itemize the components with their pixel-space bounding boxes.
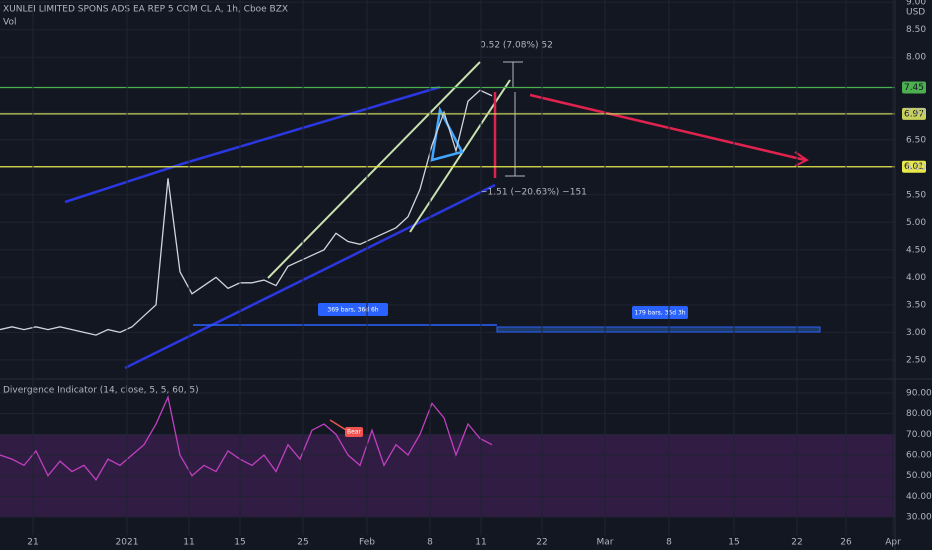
price-tick-label: 2.50 <box>906 355 926 365</box>
date-label: 22 <box>536 538 547 548</box>
indicator-title: Divergence Indicator (14, close, 5, 5, 6… <box>3 386 199 396</box>
price-tick-label: 30.00 <box>906 513 932 523</box>
price-tick-label: 40.00 <box>906 492 932 502</box>
date-range <box>496 326 821 333</box>
plot: 7.45 6.97 6.01 <box>0 81 926 481</box>
price-tick-label: 8.00 <box>906 53 926 63</box>
date-label: 21 <box>27 538 38 548</box>
range-label-box <box>318 303 388 316</box>
price-tick-label: 60.00 <box>906 451 932 461</box>
level-badge <box>902 81 926 94</box>
range-label-box <box>632 306 688 319</box>
grid <box>0 1 895 518</box>
signal-box <box>345 427 363 437</box>
price-tick-label: 3.50 <box>906 300 926 310</box>
arrow-head <box>794 151 809 167</box>
drawings <box>64 61 821 437</box>
level-badge <box>902 107 926 120</box>
divergence-line <box>329 419 347 431</box>
trend-line <box>124 183 496 370</box>
price-tick-label: 50.00 <box>906 471 932 481</box>
date-label: 25 <box>297 538 308 548</box>
date-label: Apr <box>885 538 901 548</box>
price-tick-label: 70.00 <box>906 430 932 440</box>
price-tick-label: 5.00 <box>906 218 926 228</box>
trend-line <box>64 161 186 204</box>
price-tick-label: 4.00 <box>906 273 926 283</box>
date-label: 8 <box>666 538 672 548</box>
price-tick-label: 4.50 <box>906 245 926 255</box>
date-label: 22 <box>791 538 802 548</box>
price-tick-label: 9.00 <box>906 0 926 8</box>
date-label: 8 <box>427 538 433 548</box>
date-label: 15 <box>728 538 739 548</box>
level-badge <box>902 160 926 173</box>
signal-label: Bear <box>347 429 361 436</box>
volume-label: Vol <box>3 18 16 28</box>
price-line <box>0 395 493 481</box>
price-tick-label: 90.00 <box>906 389 932 399</box>
date-label: Feb <box>359 538 375 548</box>
projection-arrow <box>529 93 806 162</box>
price-tick-label: 6.00 <box>906 163 926 173</box>
date-label: 15 <box>234 538 245 548</box>
price-tick-label: 3.00 <box>906 328 926 338</box>
date-label: Mar <box>597 538 614 548</box>
symbol-title: XUNLEI LIMITED SPONS ADS EA REP 5 COM CL… <box>3 5 288 15</box>
price-tick-label: 8.50 <box>906 25 926 35</box>
measure-rise: 0.52 (7.08%) 52 <box>480 41 553 51</box>
price-tick-label: 5.50 <box>906 190 926 200</box>
price-tick-label: 6.50 <box>906 135 926 145</box>
level-label: 7.45 <box>904 83 924 93</box>
date-label: 26 <box>840 538 852 548</box>
date-label: 2021 <box>116 538 139 548</box>
date-label: 11 <box>475 538 486 548</box>
range-future: 179 bars, 35d 3h <box>634 310 685 317</box>
range-past: 369 bars, 36d 6h <box>327 307 378 314</box>
measure-fall: −1.51 (−20.63%) −151 <box>480 188 587 198</box>
price-tick-label: 80.00 <box>906 409 932 419</box>
level-label: 6.01 <box>904 162 924 172</box>
channel-line <box>409 79 511 233</box>
date-label: 11 <box>183 538 194 548</box>
currency: USD <box>906 8 925 18</box>
price-tick-label: 7.00 <box>906 108 926 118</box>
price-line <box>0 89 493 336</box>
level-label: 6.97 <box>904 109 924 119</box>
trend-line <box>184 85 441 165</box>
